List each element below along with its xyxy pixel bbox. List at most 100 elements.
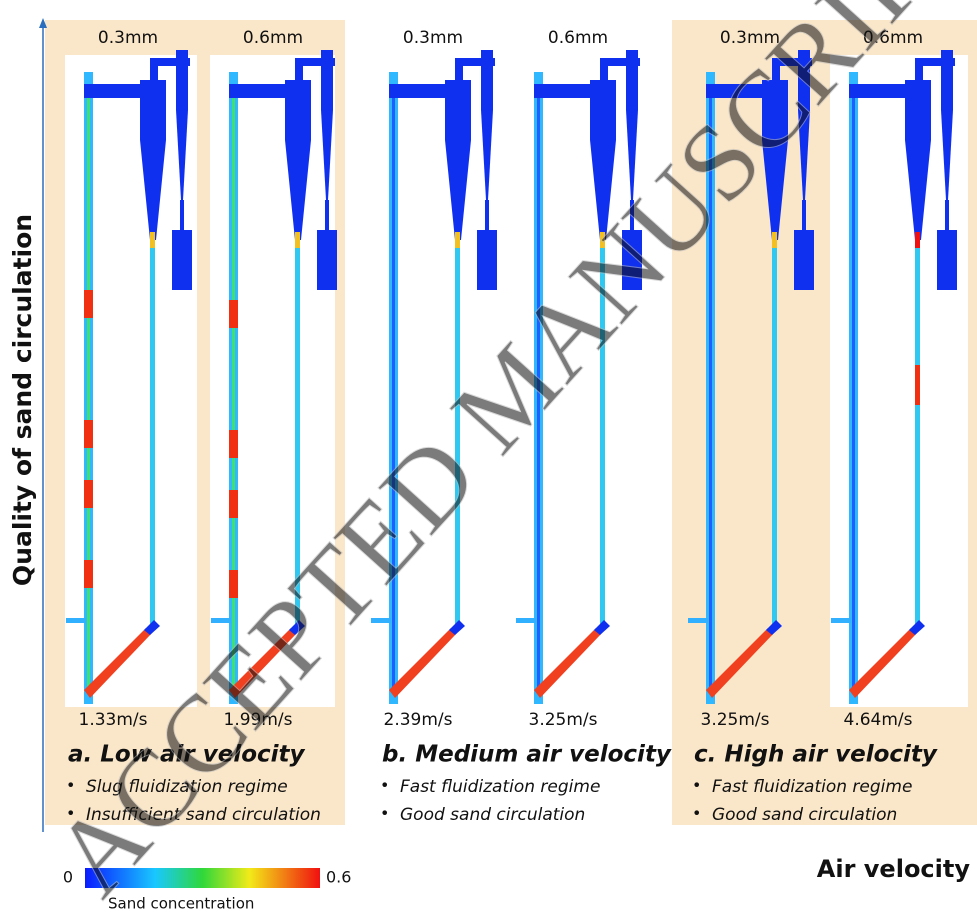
loop-seal: [84, 628, 152, 698]
cyclone-2: [481, 50, 493, 200]
hotspot: [229, 570, 238, 598]
dipleg-2: [945, 200, 949, 232]
cyclone: [590, 80, 616, 240]
dipleg-hot: [600, 232, 605, 248]
inlet: [831, 618, 851, 623]
x-axis-label: Air velocity: [817, 855, 971, 883]
particle-size: 0.3mm: [403, 28, 463, 48]
hotspot: [84, 480, 93, 508]
loop-seal: [706, 628, 774, 698]
colorbar: [85, 868, 320, 888]
air-velocity: 3.25m/s: [529, 710, 598, 730]
bullet-dot: •: [380, 804, 389, 823]
outlet-duct: [150, 58, 190, 66]
cyclone: [285, 80, 311, 240]
particle-size: 0.6mm: [243, 28, 303, 48]
particle-size: 0.3mm: [98, 28, 158, 48]
loop-seal: [389, 628, 457, 698]
cyclone-2: [176, 50, 188, 200]
riser-core: [537, 90, 540, 690]
top-duct: [849, 84, 909, 98]
loop-seal-tip: [766, 620, 782, 635]
outlet: [455, 58, 463, 82]
outlet-duct: [772, 58, 812, 66]
bullet: Fast fluidization regime: [400, 777, 600, 797]
particle-size: 0.6mm: [863, 28, 923, 48]
bullet-dot: •: [692, 804, 701, 823]
air-velocity: 1.99m/s: [224, 710, 293, 730]
panel-title: c. High air velocity: [694, 742, 938, 768]
dipleg-hot: [150, 232, 155, 248]
cyclone-2: [321, 50, 333, 200]
top-duct: [84, 84, 144, 98]
dipleg: [600, 240, 605, 625]
inlet: [688, 618, 708, 623]
particle-size: 0.6mm: [548, 28, 608, 48]
dipleg: [455, 240, 460, 625]
riser-core: [852, 90, 855, 690]
colorbar-label: Sand concentration: [108, 895, 254, 913]
outlet-duct: [295, 58, 335, 66]
cyclone: [762, 80, 788, 240]
outlet: [772, 58, 780, 82]
cyclone: [445, 80, 471, 240]
cyclone-2: [626, 50, 638, 200]
dipleg: [150, 240, 155, 625]
dipleg-2: [802, 200, 806, 232]
outlet: [295, 58, 303, 82]
air-velocity: 2.39m/s: [384, 710, 453, 730]
loop-seal-tip: [144, 620, 160, 635]
bullet: Slug fluidization regime: [86, 777, 288, 797]
bullet-dot: •: [66, 776, 75, 795]
cyclone: [140, 80, 166, 240]
colorbar-min: 0: [63, 868, 73, 887]
top-duct: [389, 84, 449, 98]
dipleg-2: [630, 200, 634, 232]
hopper: [317, 230, 337, 290]
outlet-duct: [455, 58, 495, 66]
dipleg-2: [325, 200, 329, 232]
dipleg: [915, 240, 920, 625]
air-velocity: 1.33m/s: [79, 710, 148, 730]
cyclone-2: [941, 50, 953, 200]
air-velocity: 4.64m/s: [844, 710, 913, 730]
hotspot: [84, 560, 93, 588]
bullet-dot: •: [692, 776, 701, 795]
colorbar-max: 0.6: [326, 868, 351, 887]
loop-seal: [534, 628, 602, 698]
hopper: [172, 230, 192, 290]
hotspot: [84, 290, 93, 318]
bullet: Good sand circulation: [712, 805, 897, 825]
bullet: Good sand circulation: [400, 805, 585, 825]
loop-seal-tip: [289, 620, 305, 635]
loop-seal: [849, 628, 917, 698]
hopper: [477, 230, 497, 290]
panel-title: b. Medium air velocity: [382, 742, 672, 768]
dipleg-hot: [915, 232, 920, 248]
dipleg-hot: [455, 232, 460, 248]
hopper: [794, 230, 814, 290]
air-velocity: 3.25m/s: [701, 710, 770, 730]
outlet: [150, 58, 158, 82]
hopper: [937, 230, 957, 290]
hopper: [622, 230, 642, 290]
outlet-duct: [600, 58, 640, 66]
hotspot: [229, 430, 238, 458]
loop-seal: [229, 628, 297, 698]
cyclone-2: [798, 50, 810, 200]
inlet: [211, 618, 231, 623]
hotspot: [84, 420, 93, 448]
top-duct: [706, 84, 766, 98]
inlet: [371, 618, 391, 623]
dipleg: [295, 240, 300, 625]
cyclone: [905, 80, 931, 240]
panel-title: a. Low air velocity: [68, 742, 306, 768]
outlet: [915, 58, 923, 82]
bullet: Fast fluidization regime: [712, 777, 912, 797]
loop-seal-tip: [909, 620, 925, 635]
hotspot: [229, 490, 238, 518]
loop-seal-tip: [594, 620, 610, 635]
loop-seal-tip: [449, 620, 465, 635]
particle-size: 0.3mm: [720, 28, 780, 48]
